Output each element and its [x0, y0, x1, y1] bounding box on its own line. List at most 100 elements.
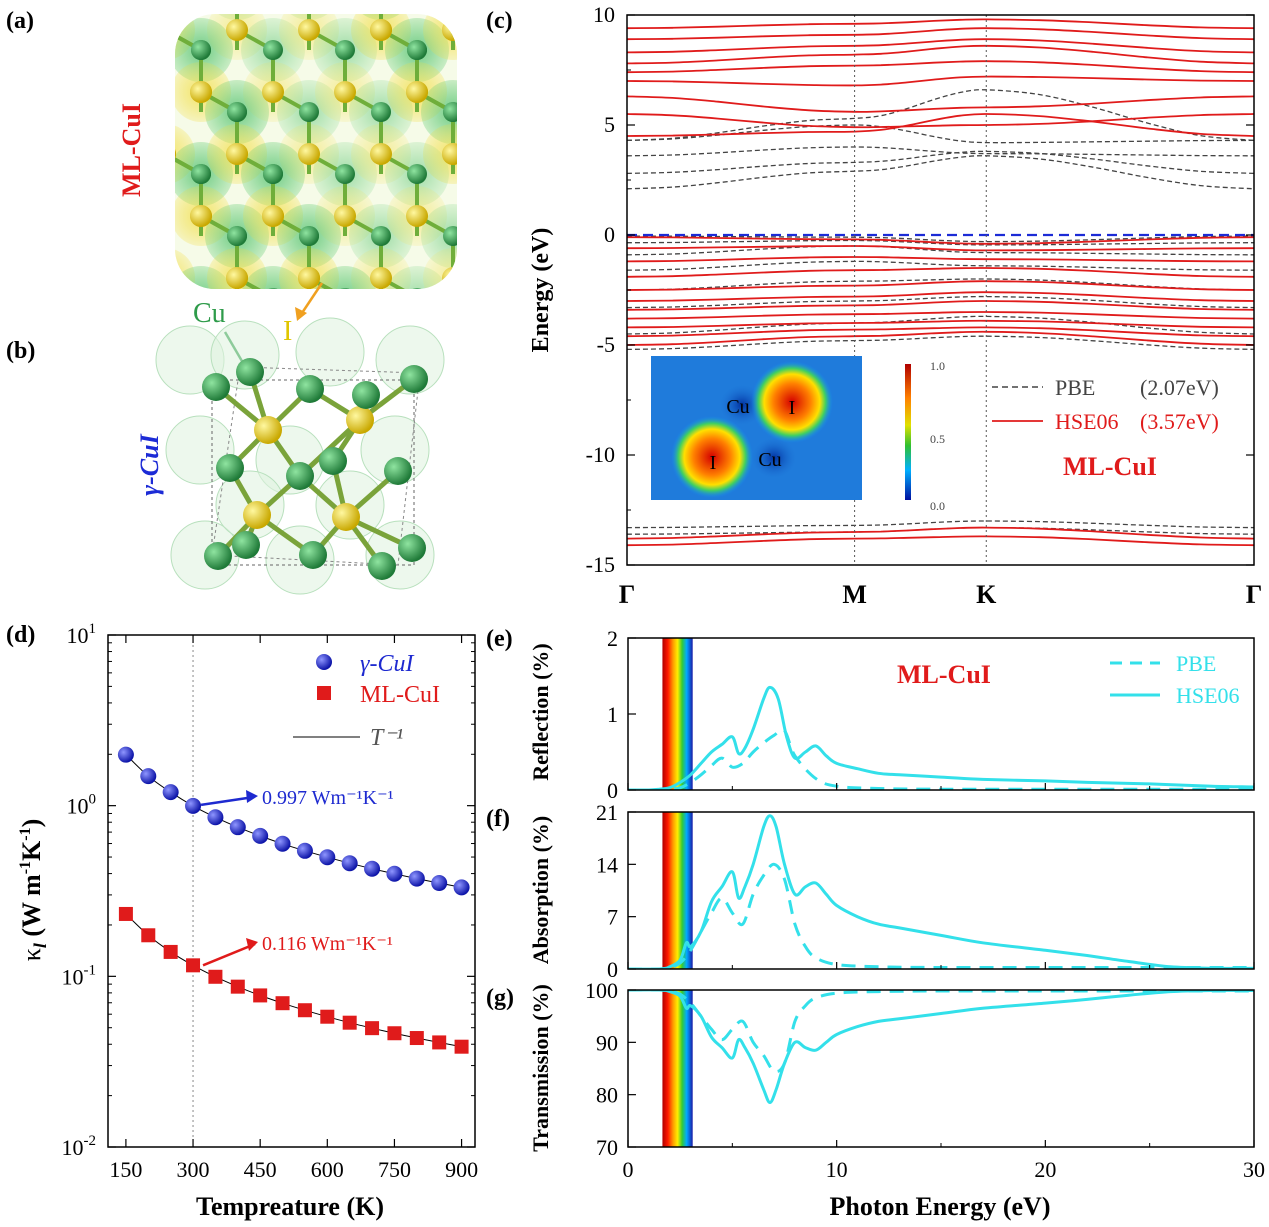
ml-cu-atom [263, 164, 283, 184]
hse06-band [627, 60, 1254, 74]
ml-i-atom [175, 267, 176, 289]
x-tick-label: 0 [623, 1157, 634, 1182]
ml-cui-point [365, 1021, 380, 1036]
thermal-conductivity-chart: 10-2 10-1 100 101 150 300 450 600 750 900 γ-CuI M… [17, 621, 478, 1221]
y-tick-label: 0 [607, 778, 618, 803]
ml-i-atom [226, 19, 248, 41]
ml-cu-atom [299, 102, 319, 122]
ml-cu-atom [191, 164, 211, 184]
annotation-arrow-ml [202, 942, 256, 967]
gamma-cu-atom [384, 457, 412, 485]
y-tick-label: 100 [67, 792, 97, 819]
ml-cu-density [457, 142, 521, 206]
ml-i-atom [298, 143, 320, 165]
elf-i-blob-2 [671, 416, 753, 498]
transmission-plot [628, 990, 1254, 1147]
ml-i-atom [406, 205, 428, 227]
y-tick-label: -15 [586, 552, 615, 577]
ml-cu-atom [479, 40, 499, 60]
ml-cu-atom [479, 40, 499, 60]
elf-i-blob-1 [751, 361, 833, 443]
ml-cu-density [493, 80, 557, 144]
ml-cui-point [409, 1031, 424, 1046]
elf-inset: Cu I I Cu 1.0 0.5 0.0 [651, 356, 945, 513]
hse06-band [627, 280, 1254, 291]
pbe-band [627, 235, 1254, 243]
pbe-band [627, 245, 1254, 256]
gamma-cu-atom [204, 542, 232, 570]
ml-i-density [459, 310, 519, 370]
absorption-hse06-curve [628, 814, 1254, 969]
elf-colorbar [905, 364, 911, 500]
hse06-band [627, 526, 1254, 540]
ml-i-atom [334, 205, 356, 227]
ml-i-atom [175, 19, 176, 41]
ml-cui-point [163, 944, 178, 959]
ml-cui-point [186, 958, 201, 973]
ml-i-atom [478, 205, 500, 227]
panel-label-f: (f) [486, 806, 510, 832]
ml-i-atom [442, 267, 457, 289]
y-tick-label: 14 [596, 852, 618, 877]
annotation-arrowhead-gamma [246, 790, 258, 803]
axis-label-reflection-text: Reflection (%) [528, 643, 553, 780]
gamma-cu-atom [216, 454, 244, 482]
ml-i-atom [262, 81, 284, 103]
pbe-band [627, 89, 1254, 142]
x-tick-label: 30 [1243, 1157, 1265, 1182]
ml-i-atom [478, 81, 500, 103]
ml-cui-point [118, 906, 133, 921]
x-tick-label: 20 [1034, 1157, 1056, 1182]
ml-i-atom [370, 267, 392, 289]
elf-cu-region-2 [752, 438, 796, 478]
ml-cui-label: ML-CuI [117, 103, 146, 197]
ml-i-atom [478, 81, 500, 103]
ml-cu-atom [335, 40, 355, 60]
ml-i-atom [175, 143, 176, 165]
ml-cui-point [141, 928, 156, 943]
ml-cu-atom [515, 102, 535, 122]
axis-label-temperature: Tempreature (K) [196, 1192, 384, 1221]
y-tick-label: 1 [607, 702, 618, 727]
gamma-unit-cell-back [211, 366, 421, 566]
panel-label-b: (b) [6, 338, 35, 364]
y-tick-label: 21 [596, 800, 618, 825]
ml-cu-atom [263, 288, 283, 289]
y-tick-label: -5 [597, 332, 615, 357]
ml-bond [489, 92, 525, 112]
gamma-cui-point [140, 768, 157, 785]
y-tick-label: 2 [607, 626, 618, 651]
ml-cu-density [457, 266, 521, 330]
ml-cu-atom [335, 288, 355, 289]
y-tick-label: 0 [607, 957, 618, 982]
pbe-band [627, 150, 1254, 175]
ml-cui-point [230, 979, 245, 994]
ml-cu-atom [479, 164, 499, 184]
absorption-frame [627, 811, 1255, 970]
hse06-band [627, 256, 1254, 263]
gamma-i-atom [332, 503, 360, 531]
hse06-band [627, 291, 1254, 302]
legend-ml-marker [317, 686, 331, 700]
gamma-i-atom [346, 406, 374, 434]
transmission-pbe-curve [628, 990, 1254, 1074]
gamma-cu-atom [236, 358, 264, 386]
hse06-band [627, 18, 1254, 30]
legend-pbe-gap: (2.07eV) [1140, 375, 1219, 400]
absorption-pbe-curve [628, 862, 1254, 969]
axis-label-absorption-text: Absorption (%) [528, 816, 553, 965]
fit-line-t-inverse [125, 913, 462, 1048]
ml-bond [489, 92, 525, 112]
y-tick-label: 80 [596, 1083, 618, 1108]
gamma-cu-atom [398, 534, 426, 562]
ml-i-density [459, 186, 519, 246]
ml-i-density [459, 186, 519, 246]
ml-i-atom [190, 81, 212, 103]
reflection-annotation-ml-cui: ML-CuI [897, 660, 991, 689]
pbe-band [627, 526, 1254, 535]
ml-cu-atom [443, 102, 457, 122]
x-tick-label: 900 [445, 1157, 478, 1182]
ml-i-atom [442, 19, 457, 41]
legend-opt-pbe-label: PBE [1176, 651, 1216, 676]
gamma-cu-atom [286, 462, 314, 490]
